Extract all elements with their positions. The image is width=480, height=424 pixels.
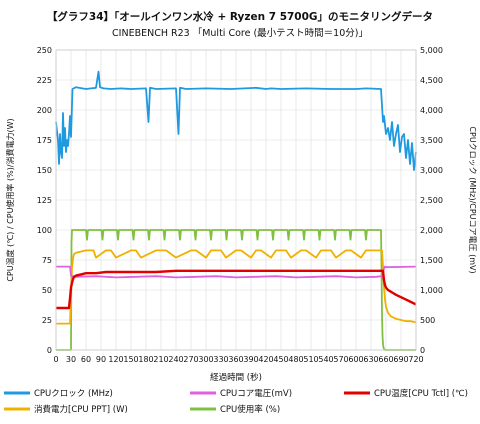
y-left-axis-label: CPU温度 (℃) / CPU使用率 (%)/消費電力(W): [5, 118, 15, 281]
x-tick-label: 450: [273, 355, 288, 364]
y-left-tick-label: 250: [37, 46, 52, 55]
series-line-5: [56, 229, 416, 351]
y-left-tick-label: 175: [37, 136, 52, 145]
x-tick-label: 30: [66, 355, 76, 364]
y-right-tick-label: 1,500: [420, 256, 443, 265]
legend: CPUクロック (MHz) CPUコア電圧(mV) CPU温度[CPU Tctl] …: [4, 388, 468, 415]
series-group: [55, 70, 417, 351]
x-tick-label: 0: [53, 355, 58, 364]
y-left-tick-label: 100: [37, 226, 52, 235]
x-tick-label: 540: [318, 355, 333, 364]
x-tick-label: 90: [96, 355, 106, 364]
chart-subtitle: CINEBENCH R23 「Multi Core (最小テスト時間＝10分)」: [112, 28, 368, 39]
chart-title: 【グラフ34】「オールインワン水冷 + Ryzen 7 5700G」のモニタリン…: [47, 10, 433, 23]
y-left-tick-label: 75: [42, 256, 52, 265]
y-left-tick-label: 125: [37, 196, 52, 205]
x-tick-labels: 0 30 60 90 120 150 180 210 240 270 300 330 360 390 420…: [53, 355, 423, 364]
x-tick-label: 420: [258, 355, 273, 364]
x-tick-label: 150: [123, 355, 138, 364]
y-right-tick-label: 1,000: [420, 286, 443, 295]
x-tick-label: 720: [408, 355, 423, 364]
y-right-tick-label: 2,000: [420, 226, 443, 235]
y-left-tick-label: 200: [37, 106, 52, 115]
y-right-tick-label: 2,500: [420, 196, 443, 205]
x-tick-label: 240: [168, 355, 183, 364]
y-right-tick-label: 4,500: [420, 76, 443, 85]
legend-label: CPUコア電圧(mV): [220, 389, 292, 399]
y-right-tick-label: 4,000: [420, 106, 443, 115]
x-tick-label: 600: [348, 355, 363, 364]
x-tick-label: 270: [183, 355, 198, 364]
y-left-tick-label: 25: [42, 316, 52, 325]
x-tick-label: 630: [363, 355, 378, 364]
y-left-tick-label: 225: [37, 76, 52, 85]
y-right-tick-label: 3,000: [420, 166, 443, 175]
legend-label: CPU使用率 (%): [220, 404, 280, 415]
x-tick-label: 180: [138, 355, 153, 364]
y-right-tick-labels: 0 500 1,000 1,500 2,000 2,500 3,000 3,500 4,000 4…: [420, 46, 443, 355]
x-tick-label: 60: [81, 355, 91, 364]
series-line-1: [55, 70, 417, 171]
x-tick-label: 300: [198, 355, 213, 364]
series-line-3: [56, 269, 417, 310]
x-tick-label: 120: [108, 355, 123, 364]
x-tick-label: 210: [153, 355, 168, 364]
x-tick-label: 510: [303, 355, 318, 364]
legend-label: 消費電力[CPU PPT] (W): [34, 404, 128, 415]
plot-border: [55, 49, 417, 351]
x-tick-label: 360: [228, 355, 243, 364]
x-tick-label: 690: [393, 355, 408, 364]
y-right-tick-label: 500: [420, 316, 435, 325]
y-left-tick-label: 0: [47, 346, 52, 355]
y-right-tick-label: 0: [420, 346, 425, 355]
y-left-tick-label: 50: [42, 286, 52, 295]
y-left-tick-labels: 0 25 50 75 100 125 150 175 200 225 250: [37, 46, 52, 355]
x-tick-label: 570: [333, 355, 348, 364]
legend-label: CPUクロック (MHz): [34, 389, 113, 399]
y-right-axis-label: CPUクロック (MHz)/CPUコア電圧 (mV): [468, 126, 477, 273]
x-tick-label: 480: [288, 355, 303, 364]
y-right-tick-label: 3,500: [420, 136, 443, 145]
legend-label: CPU温度[CPU Tctl] (℃): [374, 388, 468, 399]
x-axis-label: 経過時間 (秒): [210, 372, 262, 383]
x-tick-label: 390: [243, 355, 258, 364]
x-tick-label: 330: [213, 355, 228, 364]
y-left-tick-label: 150: [37, 166, 52, 175]
y-right-tick-label: 5,000: [420, 46, 443, 55]
x-tick-label: 660: [378, 355, 393, 364]
